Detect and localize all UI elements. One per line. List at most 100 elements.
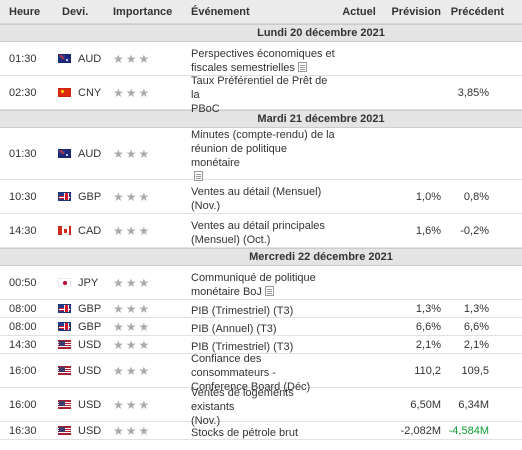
importance-stars: ★ ★ ★: [113, 339, 149, 351]
event-time: 01:30: [9, 147, 37, 160]
event-name-line[interactable]: PIB (Trimestriel) (T3): [191, 304, 294, 317]
star-icon: ★: [138, 301, 150, 316]
event-actual: [337, 336, 381, 353]
importance-stars: ★ ★ ★: [113, 321, 149, 333]
event-name-line[interactable]: Ventes au détail (Mensuel): [191, 185, 322, 198]
event-name-line[interactable]: Stocks de pétrole brut: [191, 426, 299, 439]
event-actual: [337, 266, 381, 299]
importance-stars: ★ ★ ★: [113, 277, 149, 289]
importance-rating: ★ ★ ★: [113, 214, 185, 247]
flag-cell: [58, 128, 78, 179]
event-time: 10:30: [9, 190, 37, 203]
document-icon[interactable]: [295, 61, 307, 74]
event-row[interactable]: 14:30 USD ★ ★ ★ PIB (Trimestriel) (T3) 2,1% 2,1…: [0, 336, 522, 354]
event-previous: -4,584M: [448, 424, 489, 437]
event-name-line[interactable]: PIB (Annuel) (T3): [191, 322, 277, 335]
event-name-line[interactable]: Minutes (compte-rendu) de la: [191, 128, 335, 141]
event-name[interactable]: PIB (Trimestriel) (T3): [185, 300, 337, 318]
star-icon: ★: [113, 337, 124, 352]
importance-rating: ★ ★ ★: [113, 128, 185, 179]
event-name[interactable]: PIB (Trimestriel) (T3): [185, 336, 337, 354]
event-name-line[interactable]: (Nov.): [191, 199, 221, 212]
event-row[interactable]: 14:30 CAD ★ ★ ★ Ventes au détail principales(…: [0, 214, 522, 248]
importance-stars: ★ ★ ★: [113, 53, 149, 65]
event-currency: AUD: [78, 52, 102, 65]
star-icon: ★: [138, 51, 150, 66]
event-name[interactable]: Confiance des consommateurs - Conference …: [185, 348, 337, 394]
event-row[interactable]: 10:30 GBP ★ ★ ★ Ventes au détail (Mensuel) (No…: [0, 180, 522, 214]
event-forecast: 110,2: [414, 364, 441, 377]
event-forecast: 1,0%: [415, 190, 441, 203]
event-name-line[interactable]: (Mensuel) (Oct.): [191, 233, 271, 246]
event-name-line[interactable]: fiscales semestrielles: [191, 61, 295, 74]
flag-cell: [58, 214, 78, 247]
flag-cell: [58, 42, 78, 75]
event-name-line[interactable]: Taux Préférentiel de Prêt de la: [191, 74, 328, 101]
event-row[interactable]: 01:30 AUD ★ ★ ★ Perspectives économiques et fi…: [0, 42, 522, 76]
event-name[interactable]: Communiqué de politique monétaire BoJ: [185, 267, 337, 299]
importance-rating: ★ ★ ★: [113, 76, 185, 109]
document-icon[interactable]: [262, 285, 274, 298]
event-time: 16:30: [9, 424, 37, 437]
event-row[interactable]: 08:00 GBP ★ ★ ★ PIB (Trimestriel) (T3) 1,3% 1,3…: [0, 300, 522, 318]
event-name-line[interactable]: monétaire BoJ: [191, 285, 262, 298]
event-actual: [337, 180, 381, 213]
star-icon: ★: [113, 51, 124, 66]
event-name-line[interactable]: Conference Board (Déc): [191, 380, 311, 393]
event-currency: JPY: [78, 276, 99, 289]
importance-stars: ★ ★ ★: [113, 303, 149, 315]
event-forecast: [381, 266, 447, 299]
event-row[interactable]: 16:00 USD ★ ★ ★ Ventes de logements existants…: [0, 387, 522, 427]
flag-gbp-icon: [58, 304, 71, 313]
importance-stars: ★ ★ ★: [113, 87, 149, 99]
event-row[interactable]: 02:30 CNY ★ ★ ★ Taux Préférentiel de Prêt de …: [0, 75, 522, 115]
event-name[interactable]: Stocks de pétrole brut: [185, 422, 337, 440]
importance-stars: ★ ★ ★: [113, 425, 149, 437]
event-name-line[interactable]: Confiance des consommateurs -: [191, 352, 276, 379]
event-row[interactable]: 00:50 JPY ★ ★ ★ Communiqué de politique monéta…: [0, 266, 522, 300]
event-row[interactable]: 16:30 USD ★ ★ ★ Stocks de pétrole brut -2,082M…: [0, 422, 522, 440]
importance-rating: ★ ★ ★: [113, 388, 185, 421]
event-actual: [337, 128, 381, 179]
event-name-line[interactable]: PBoC: [191, 102, 220, 115]
event-name[interactable]: Ventes au détail principales (Mensuel) (O…: [185, 215, 337, 247]
header-actual: Actuel: [342, 5, 376, 18]
event-name[interactable]: Taux Préférentiel de Prêt de la PBoC: [185, 70, 337, 116]
importance-rating: ★ ★ ★: [113, 422, 185, 439]
flag-cell: [58, 336, 78, 353]
importance-rating: ★ ★ ★: [113, 266, 185, 299]
event-name-line[interactable]: Ventes de logements existants: [191, 386, 294, 413]
flag-cell: [58, 180, 78, 213]
event-previous: 6,34M: [458, 398, 489, 411]
event-row[interactable]: 01:30 AUD ★ ★ ★ Minutes (compte-rendu) de la r…: [0, 128, 522, 183]
event-time: 02:30: [9, 86, 37, 99]
event-actual: [337, 354, 381, 387]
event-name-line[interactable]: Ventes au détail principales: [191, 219, 325, 232]
event-name-line[interactable]: (Nov.): [191, 414, 221, 427]
event-previous: 1,3%: [463, 302, 489, 315]
importance-stars: ★ ★ ★: [113, 365, 149, 377]
day-header: Mercredi 22 décembre 2021: [0, 248, 522, 266]
star-icon: ★: [113, 189, 124, 204]
event-name-line[interactable]: PIB (Trimestriel) (T3): [191, 340, 294, 353]
header-time: Heure: [9, 5, 41, 18]
event-row[interactable]: 08:00 GBP ★ ★ ★ PIB (Annuel) (T3) 6,6% 6,6%: [0, 318, 522, 336]
flag-aud-icon: [58, 54, 71, 63]
event-name[interactable]: PIB (Annuel) (T3): [185, 318, 337, 336]
event-name-line[interactable]: Perspectives économiques et: [191, 47, 335, 60]
document-icon[interactable]: [192, 170, 203, 183]
event-name-line[interactable]: Communiqué de politique: [191, 271, 316, 284]
event-actual: [337, 76, 381, 109]
event-name[interactable]: Perspectives économiques et fiscales seme…: [185, 43, 337, 75]
event-previous: [447, 42, 522, 75]
event-previous: 3,85%: [457, 86, 489, 99]
event-name[interactable]: Ventes au détail (Mensuel) (Nov.): [185, 181, 337, 213]
event-time: 01:30: [9, 52, 37, 65]
event-name[interactable]: Ventes de logements existants (Nov.): [185, 382, 337, 428]
event-name[interactable]: Minutes (compte-rendu) de la réunion de p…: [185, 124, 337, 184]
event-time: 08:00: [9, 302, 37, 315]
event-name-line[interactable]: réunion de politique monétaire: [191, 142, 288, 169]
event-currency: USD: [78, 398, 102, 411]
event-row[interactable]: 16:00 USD ★ ★ ★ Confiance des consommateurs -…: [0, 353, 522, 393]
